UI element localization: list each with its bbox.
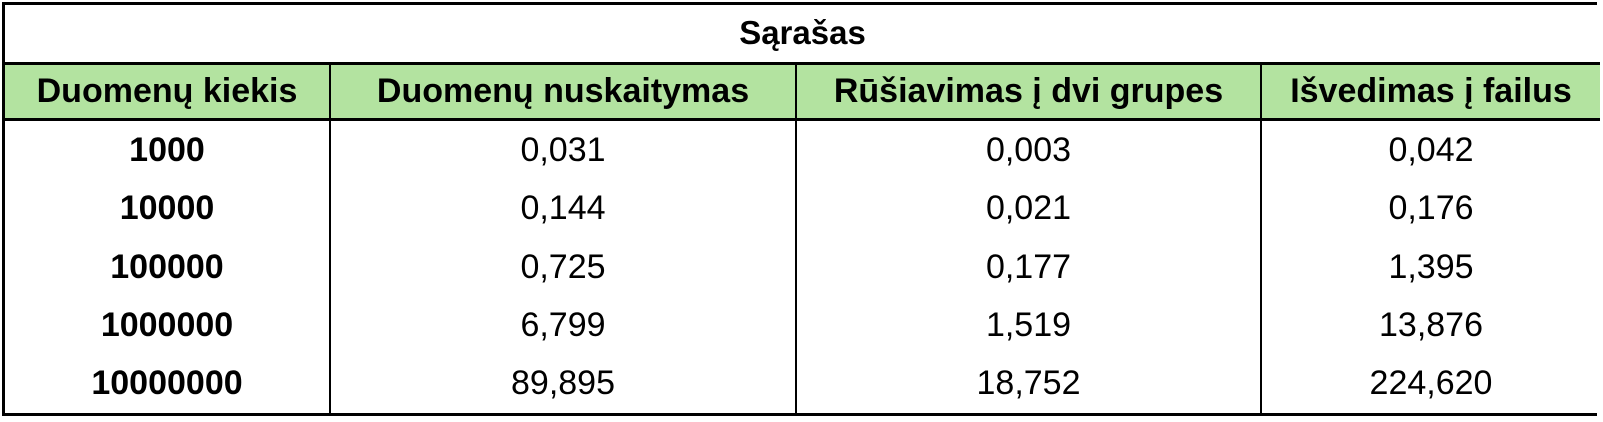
table-cell: 0,176 [1260, 179, 1600, 238]
table-cell: 13,876 [1260, 296, 1600, 355]
table-row: 1000 0,031 0,003 0,042 [5, 119, 1600, 180]
table-cell: 89,895 [329, 354, 796, 413]
table-header-row: Duomenų kiekis Duomenų nuskaitymas Rūšia… [5, 63, 1600, 121]
table-row: 10000 0,144 0,021 0,176 [5, 179, 1600, 238]
column-header-sorting: Rūšiavimas į dvi grupes [795, 63, 1261, 121]
table-cell: 0,003 [795, 119, 1261, 180]
table-cell: 1,519 [795, 296, 1261, 355]
table-cell: 18,752 [795, 354, 1261, 413]
table-title-row: Sąrašas [5, 5, 1600, 65]
row-label-cell: 1000 [5, 119, 330, 180]
table-cell: 0,021 [795, 179, 1261, 238]
row-label-cell: 10000 [5, 179, 330, 238]
table-row: 100000 0,725 0,177 1,395 [5, 237, 1600, 297]
row-label-cell: 100000 [5, 237, 330, 297]
column-header-data-reading: Duomenų nuskaitymas [329, 63, 796, 121]
table-row: 1000000 6,799 1,519 13,876 [5, 296, 1600, 355]
table-cell: 224,620 [1260, 354, 1600, 413]
column-header-data-amount: Duomenų kiekis [5, 63, 330, 121]
table-row: 10000000 89,895 18,752 224,620 [5, 354, 1600, 413]
row-label-cell: 10000000 [5, 354, 330, 413]
table-cell: 0,177 [795, 237, 1261, 297]
table-cell: 6,799 [329, 296, 796, 355]
table-cell: 0,144 [329, 179, 796, 238]
row-label-cell: 1000000 [5, 296, 330, 355]
table-title: Sąrašas [5, 5, 1600, 65]
table-cell: 0,725 [329, 237, 796, 297]
data-table: Sąrašas Duomenų kiekis Duomenų nuskaitym… [5, 5, 1600, 413]
column-header-output: Išvedimas į failus [1260, 63, 1600, 121]
table-cell: 0,031 [329, 119, 796, 180]
data-table-container: Sąrašas Duomenų kiekis Duomenų nuskaitym… [2, 2, 1600, 416]
table-cell: 0,042 [1260, 119, 1600, 180]
table-cell: 1,395 [1260, 237, 1600, 297]
